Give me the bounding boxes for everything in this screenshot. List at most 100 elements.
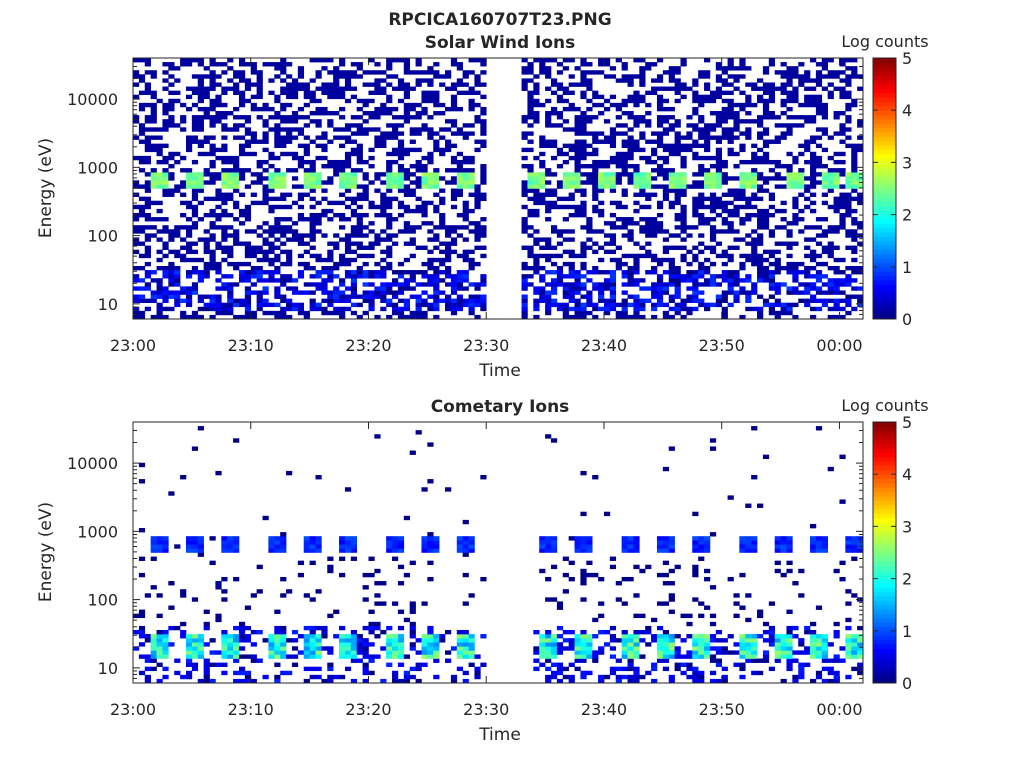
heatmap-cell: [344, 249, 352, 255]
heatmap-cell: [857, 135, 864, 140]
heatmap-cell: [256, 164, 263, 169]
heatmap-cell: [621, 666, 628, 672]
heatmap-cell: [633, 176, 640, 181]
heatmap-cell: [792, 650, 799, 655]
heatmap-cell: [633, 253, 640, 259]
heatmap-cell: [592, 572, 599, 578]
colorbar-segment: [873, 179, 896, 185]
heatmap-cell: [780, 82, 787, 87]
heatmap-cell: [215, 119, 222, 124]
heatmap-cell: [792, 270, 799, 275]
heatmap-cell: [209, 119, 216, 124]
heatmap-cell: [704, 654, 711, 659]
heatmap-cell: [804, 650, 811, 655]
heatmap-cell: [392, 548, 399, 553]
heatmap-cell: [150, 666, 157, 672]
heatmap-cell: [185, 257, 193, 263]
heatmap-cell: [197, 314, 204, 320]
heatmap-cell: [468, 593, 475, 598]
heatmap-cell: [580, 670, 587, 676]
heatmap-cell: [421, 78, 428, 83]
heatmap-cell: [138, 670, 146, 676]
heatmap-cell: [592, 139, 599, 144]
heatmap-cell: [762, 257, 770, 263]
heatmap-cell: [180, 237, 187, 242]
heatmap-cell: [615, 261, 622, 267]
heatmap-cell: [185, 200, 193, 206]
heatmap-cell: [633, 261, 640, 267]
heatmap-cell: [274, 548, 281, 553]
heatmap-cell: [733, 204, 740, 210]
heatmap-cell: [403, 270, 410, 275]
heatmap-cell: [768, 98, 775, 104]
heatmap-cell: [274, 642, 281, 647]
heatmap-cell: [162, 666, 169, 672]
heatmap-cell: [297, 241, 305, 246]
heatmap-cell: [645, 253, 652, 259]
heatmap-cell: [133, 298, 140, 303]
heatmap-cell: [845, 233, 852, 238]
heatmap-cell: [704, 123, 711, 128]
colorbar-segment: [873, 162, 896, 168]
heatmap-cell: [191, 188, 199, 193]
heatmap-cell: [309, 274, 316, 279]
heatmap-cell: [615, 172, 622, 177]
heatmap-cell: [780, 74, 787, 79]
heatmap-cell: [297, 184, 305, 189]
heatmap-cell: [639, 147, 646, 153]
heatmap-cell: [845, 265, 852, 271]
heatmap-cell: [662, 634, 670, 639]
heatmap-cell: [568, 249, 575, 255]
heatmap-cell: [374, 601, 381, 606]
heatmap-cell: [656, 638, 664, 643]
heatmap-cell: [445, 74, 452, 79]
heatmap-cell: [745, 593, 752, 598]
heatmap-cell: [374, 434, 381, 439]
heatmap-cell: [833, 200, 840, 206]
heatmap-cell: [250, 249, 257, 255]
heatmap-cell: [321, 678, 328, 684]
heatmap-cell: [409, 310, 416, 316]
heatmap-cell: [356, 115, 363, 120]
heatmap-cell: [833, 286, 840, 291]
heatmap-cell: [197, 638, 204, 643]
heatmap-cell: [674, 310, 681, 316]
heatmap-cell: [268, 176, 275, 181]
heatmap-cell: [574, 654, 581, 659]
heatmap-cell: [203, 670, 210, 676]
heatmap-cell: [462, 168, 469, 173]
heatmap-cell: [692, 282, 699, 287]
heatmap-cell: [309, 253, 316, 259]
heatmap-cell: [309, 221, 316, 226]
heatmap-cell: [709, 192, 717, 197]
heatmap-cell: [845, 58, 852, 63]
heatmap-cell: [468, 86, 475, 91]
heatmap-cell: [668, 261, 675, 267]
heatmap-cell: [721, 131, 728, 136]
heatmap-cell: [539, 634, 546, 639]
heatmap-cell: [686, 306, 693, 312]
heatmap-cell: [180, 58, 187, 63]
heatmap-cell: [286, 470, 293, 476]
heatmap-cell: [780, 86, 787, 91]
heatmap-cell: [156, 200, 163, 206]
heatmap-cell: [421, 638, 428, 643]
heatmap-cell: [297, 115, 305, 120]
heatmap-cell: [144, 217, 151, 222]
heatmap-cell: [374, 111, 381, 116]
heatmap-cell: [692, 253, 699, 259]
heatmap-cell: [839, 62, 846, 67]
heatmap-cell: [368, 621, 375, 627]
heatmap-cell: [633, 654, 640, 659]
heatmap-cell: [645, 192, 652, 197]
heatmap-cell: [615, 78, 622, 83]
heatmap-cell: [185, 94, 193, 100]
heatmap-cell: [798, 74, 805, 79]
heatmap-cell: [751, 544, 758, 549]
heatmap-cell: [539, 139, 546, 144]
heatmap-cell: [674, 306, 681, 312]
heatmap-cell: [539, 540, 546, 545]
heatmap-cell: [639, 613, 646, 619]
heatmap-cell: [662, 184, 670, 189]
heatmap-cell: [350, 139, 358, 144]
